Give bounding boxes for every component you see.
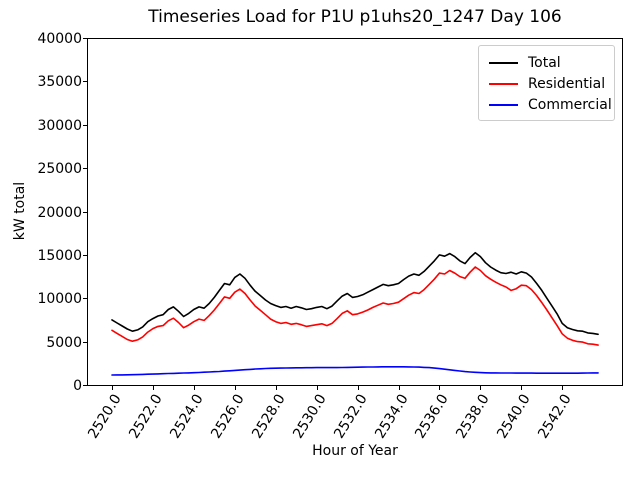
y-tick-label: 40000 [37,30,82,47]
total-line-swatch [489,61,518,64]
total-line [111,251,599,336]
legend-label: Residential [528,75,606,92]
y-tick-label: 20000 [37,204,82,221]
residential-line-swatch [489,82,518,85]
legend-entry-commercial: Commercial [479,94,614,115]
chart-title: Timeseries Load for P1U p1uhs20_1247 Day… [148,7,562,27]
y-tick-label: 0 [73,377,82,394]
y-tick-label: 30000 [37,117,82,134]
y-tick-label: 10000 [37,290,82,307]
legend-entry-total: Total [479,52,614,73]
residential-line [111,266,599,346]
y-tick-label: 25000 [37,160,82,177]
legend-label: Total [528,54,561,71]
y-tick-label: 5000 [46,334,82,351]
x-axis-label: Hour of Year [312,443,398,459]
y-tick-label: 35000 [37,73,82,90]
y-tick-label: 15000 [37,247,82,264]
legend-label: Commercial [528,96,612,113]
legend-entry-residential: Residential [479,73,614,94]
commercial-line-swatch [489,103,518,106]
legend: Total Residential Commercial [478,45,615,121]
commercial-line [111,365,599,376]
axes-frame [87,38,623,386]
